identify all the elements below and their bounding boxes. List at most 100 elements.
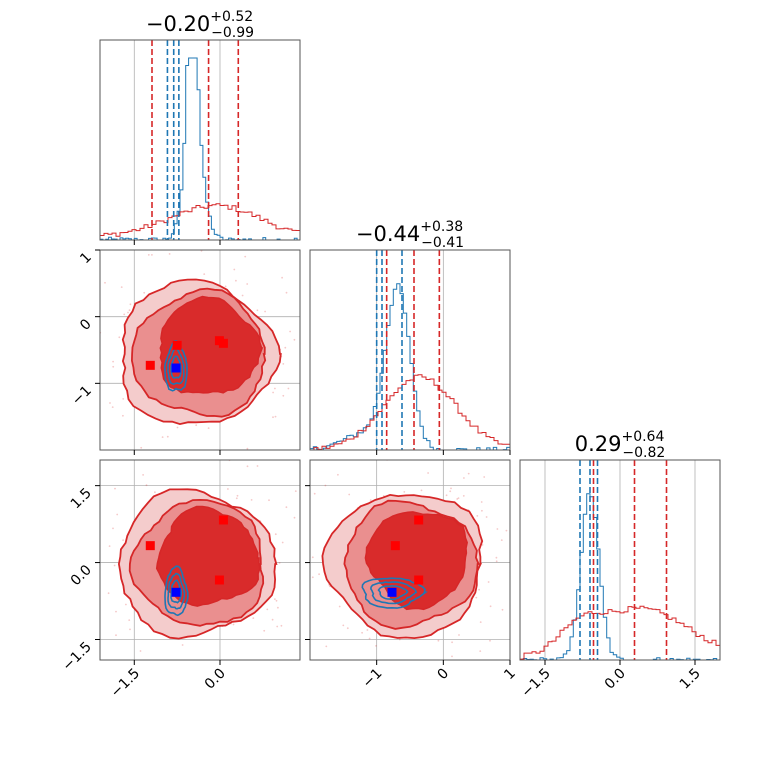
- sample-point: [441, 664, 443, 666]
- marker-red: [218, 515, 228, 525]
- sample-point: [463, 477, 465, 479]
- sample-point: [147, 254, 150, 256]
- sample-point: [285, 506, 288, 509]
- x-tick-label: 1: [501, 666, 519, 684]
- sample-point: [505, 529, 508, 532]
- y-tick-label: −1: [69, 383, 95, 409]
- sample-point: [207, 427, 210, 429]
- marker-red: [145, 541, 155, 551]
- sample-point: [90, 311, 92, 313]
- histogram-blue-param-3: [520, 493, 720, 661]
- panel-frame: [309, 459, 511, 661]
- sample-point: [72, 519, 74, 521]
- sample-point: [112, 360, 114, 363]
- sample-point: [479, 650, 482, 652]
- sample-point: [313, 492, 316, 495]
- sample-point: [256, 309, 259, 312]
- sample-point: [337, 473, 339, 476]
- sample-point: [115, 634, 117, 637]
- sample-point: [114, 487, 116, 490]
- panel-frame: [99, 459, 301, 661]
- sample-point: [420, 489, 423, 492]
- x-tick-label: 1.5: [677, 666, 704, 693]
- sample-point: [348, 493, 351, 496]
- sample-point: [272, 391, 274, 394]
- marker-blue: [171, 587, 181, 597]
- sample-point: [97, 531, 99, 533]
- sample-point: [196, 451, 198, 453]
- sample-point: [481, 509, 483, 512]
- histogram-red-param-3: [519, 605, 721, 660]
- sample-point: [282, 363, 285, 365]
- sample-point: [129, 628, 131, 631]
- sample-point: [368, 637, 371, 640]
- marker-red: [390, 541, 400, 551]
- panel-p2_vs_p1: [310, 460, 525, 666]
- sample-point: [483, 476, 486, 478]
- sample-point: [495, 560, 498, 563]
- marker-red: [218, 338, 228, 348]
- sample-point: [203, 273, 206, 275]
- title-upper-error: +0.38: [420, 219, 463, 235]
- panel-frame: [309, 249, 511, 451]
- sample-point: [338, 337, 340, 339]
- title-lower-error: −0.99: [211, 25, 254, 41]
- panel-p1_vs_p0: [54, 231, 340, 455]
- sample-point: [166, 435, 169, 438]
- sample-point: [97, 317, 99, 319]
- sample-point: [520, 604, 522, 606]
- sample-point: [275, 599, 278, 602]
- sample-point: [161, 436, 164, 438]
- sample-point: [225, 665, 227, 667]
- panel-frame: [99, 249, 301, 451]
- sample-point: [268, 499, 270, 502]
- title-upper-error: +0.52: [210, 9, 253, 25]
- sample-point: [109, 402, 111, 404]
- sample-point: [140, 446, 143, 449]
- sample-point: [207, 431, 209, 433]
- sample-point: [437, 639, 440, 642]
- sample-point: [456, 498, 459, 500]
- density-contour-blue: [163, 339, 188, 392]
- sample-point: [127, 311, 129, 314]
- density-contour-blue: [377, 584, 409, 601]
- sample-point: [143, 291, 146, 294]
- sample-point: [489, 605, 492, 608]
- sample-point: [252, 617, 255, 619]
- sample-point: [301, 554, 303, 556]
- marker-blue: [387, 587, 397, 597]
- sample-point: [54, 360, 56, 362]
- sample-point: [311, 556, 314, 559]
- sample-point: [168, 253, 171, 255]
- x-tick-label: 0: [435, 666, 453, 684]
- sample-point: [280, 624, 283, 627]
- sample-point: [487, 581, 490, 583]
- density-contour-blue: [170, 579, 183, 604]
- sample-point: [271, 618, 274, 621]
- sample-point: [495, 556, 498, 559]
- sample-point: [240, 453, 242, 455]
- sample-point: [104, 281, 106, 284]
- marker-blue: [171, 363, 181, 373]
- sample-point: [180, 231, 182, 233]
- sample-point: [462, 495, 465, 497]
- y-tick-label: 0: [77, 316, 95, 334]
- sample-point: [244, 255, 247, 258]
- sample-point: [288, 440, 290, 442]
- sample-point: [246, 283, 249, 285]
- sample-point: [479, 621, 482, 623]
- sample-point: [322, 594, 324, 596]
- x-tick-label: 0.0: [202, 666, 229, 693]
- sample-point: [523, 517, 525, 519]
- sample-point: [289, 330, 291, 333]
- title-param-2: −0.44+0.38 −0.41: [356, 219, 464, 251]
- y-tick-label: 1: [77, 250, 95, 268]
- sample-point: [481, 544, 484, 546]
- sample-point: [176, 426, 179, 429]
- x-tick-label: −1: [360, 666, 386, 692]
- sample-point: [274, 415, 277, 418]
- x-tick-label: 0.0: [602, 666, 629, 693]
- sample-point: [274, 533, 277, 536]
- x-tick-label: −1.5: [518, 666, 553, 701]
